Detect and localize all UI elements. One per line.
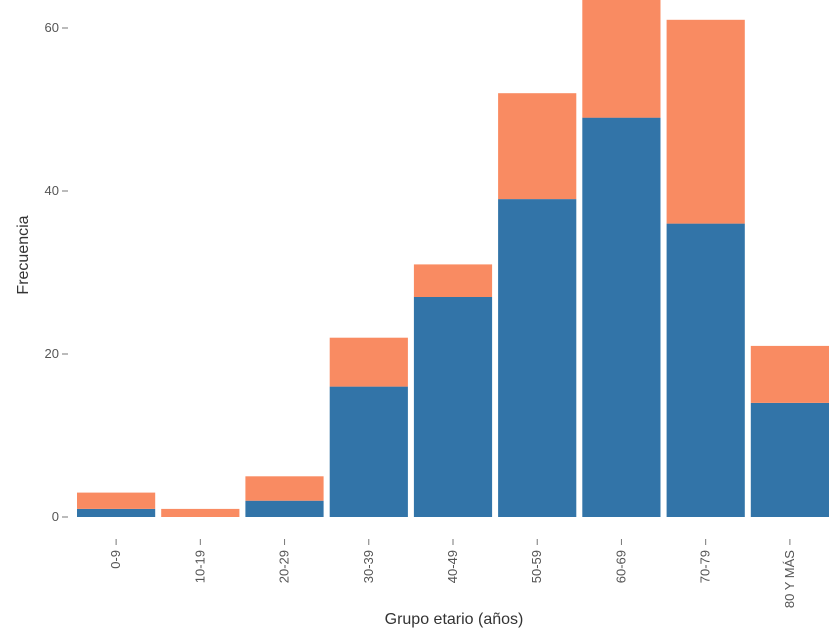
y-axis: 0 20 40 60: [45, 20, 68, 524]
bar-series2-10-19: [161, 508, 240, 517]
bar-series2-60-69: [582, 0, 661, 118]
x-tick-label: 10-19: [192, 550, 207, 583]
bar-series2-50-59: [498, 93, 577, 200]
bar-series2-80-y-más: [750, 345, 829, 403]
x-tick-label: 30-39: [361, 550, 376, 583]
bar-series2-40-49: [413, 264, 493, 297]
y-tick-label: 0: [52, 509, 59, 524]
bar-series2-0-9: [77, 492, 156, 509]
x-tick-label: 0-9: [108, 550, 123, 569]
bar-series1-80-y-más: [750, 402, 829, 517]
bars-layer: [77, 0, 829, 517]
bar-series1-0-9: [77, 508, 156, 517]
bar-series2-30-39: [329, 337, 408, 387]
x-tick-label: 80 Y MÁS: [782, 550, 797, 608]
y-tick-label: 60: [45, 20, 59, 35]
x-tick-label: 70-79: [698, 550, 713, 583]
x-tick-label: 40-49: [445, 550, 460, 583]
bar-series1-30-39: [329, 386, 408, 517]
y-tick-label: 40: [45, 183, 59, 198]
y-tick-label: 20: [45, 346, 59, 361]
bar-series1-20-29: [245, 500, 324, 517]
bar-series2-20-29: [245, 476, 324, 501]
bar-series2-70-79: [666, 19, 745, 224]
x-tick-label: 50-59: [529, 550, 544, 583]
x-tick-label: 20-29: [277, 550, 292, 583]
bar-series1-70-79: [666, 223, 745, 517]
bar-series1-40-49: [413, 296, 493, 517]
x-tick-label: 60-69: [613, 550, 628, 583]
x-axis-title: Grupo etario (años): [385, 611, 524, 628]
y-axis-title: Frecuencia: [15, 215, 32, 294]
bar-series1-50-59: [498, 199, 577, 517]
x-axis: 0-9 10-19 20-29 30-39 40-49 50-59 60-69 70-79 80…: [108, 539, 797, 608]
bar-series1-60-69: [582, 117, 661, 517]
